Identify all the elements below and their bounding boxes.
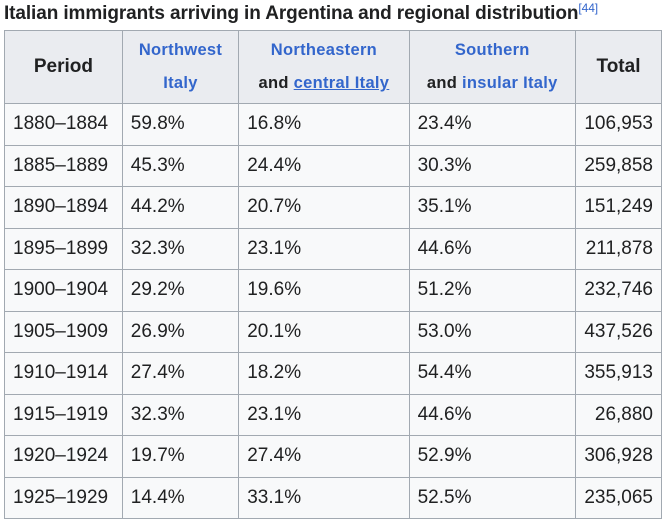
cell-period: 1890–1894 bbox=[4, 186, 123, 229]
cell-period: 1915–1919 bbox=[4, 393, 123, 436]
insular-italy-link[interactable]: insular Italy bbox=[462, 74, 558, 92]
cell-south: 23.4% bbox=[408, 103, 576, 146]
table-row: 1885–1889 45.3% 24.4% 30.3% 259,858 bbox=[4, 144, 662, 187]
cell-south: 35.1% bbox=[408, 186, 576, 229]
table-row: 1895–1899 32.3% 23.1% 44.6% 211,878 bbox=[4, 227, 662, 270]
cell-northeast: 33.1% bbox=[238, 476, 410, 519]
table-row: 1880–1884 59.8% 16.8% 23.4% 106,953 bbox=[4, 103, 662, 146]
cell-total: 211,878 bbox=[574, 227, 662, 270]
cell-period: 1920–1924 bbox=[4, 435, 123, 478]
header-period: Period bbox=[4, 30, 123, 104]
southern-italy-link[interactable]: Southern bbox=[454, 41, 530, 59]
cell-total: 232,746 bbox=[574, 269, 662, 312]
cell-period: 1925–1929 bbox=[4, 476, 123, 519]
header-northwest[interactable]: Northwest Italy bbox=[121, 30, 240, 104]
cell-northeast: 20.1% bbox=[238, 310, 410, 353]
cell-northwest: 26.9% bbox=[121, 310, 240, 353]
cell-south: 44.6% bbox=[408, 227, 576, 270]
northwest-italy-link[interactable]: Northwest bbox=[138, 41, 223, 59]
cell-period: 1880–1884 bbox=[4, 103, 123, 146]
cell-period: 1900–1904 bbox=[4, 269, 123, 312]
cell-south: 54.4% bbox=[408, 352, 576, 395]
cell-period: 1885–1889 bbox=[4, 144, 123, 187]
cell-total: 26,880 bbox=[574, 393, 662, 436]
cell-northeast: 20.7% bbox=[238, 186, 410, 229]
cell-northwest: 59.8% bbox=[121, 103, 240, 146]
cell-total: 355,913 bbox=[574, 352, 662, 395]
northeast-conjunction: and bbox=[258, 74, 294, 92]
cell-northwest: 19.7% bbox=[121, 435, 240, 478]
cell-south: 52.9% bbox=[408, 435, 576, 478]
table-row: 1915–1919 32.3% 23.1% 44.6% 26,880 bbox=[4, 393, 662, 436]
cell-northeast: 27.4% bbox=[238, 435, 410, 478]
header-northeast: Northeastern and central Italy bbox=[238, 30, 410, 104]
cell-northwest: 29.2% bbox=[121, 269, 240, 312]
header-row: Period Northwest Italy Northeastern and … bbox=[4, 30, 662, 104]
cell-total: 259,858 bbox=[574, 144, 662, 187]
cell-northeast: 16.8% bbox=[238, 103, 410, 146]
cell-period: 1910–1914 bbox=[4, 352, 123, 395]
cell-northeast: 23.1% bbox=[238, 227, 410, 270]
table-row: 1925–1929 14.4% 33.1% 52.5% 235,065 bbox=[4, 476, 662, 519]
cell-northwest: 32.3% bbox=[121, 393, 240, 436]
northeastern-italy-link[interactable]: Northeastern bbox=[270, 41, 378, 59]
cell-south: 30.3% bbox=[408, 144, 576, 187]
caption-text: Italian immigrants arriving in Argentina… bbox=[4, 3, 579, 24]
cell-total: 235,065 bbox=[574, 476, 662, 519]
cell-total: 151,249 bbox=[574, 186, 662, 229]
cell-northeast: 24.4% bbox=[238, 144, 410, 187]
table-row: 1905–1909 26.9% 20.1% 53.0% 437,526 bbox=[4, 310, 662, 353]
cell-northeast: 19.6% bbox=[238, 269, 410, 312]
table-row: 1910–1914 27.4% 18.2% 54.4% 355,913 bbox=[4, 352, 662, 395]
cell-south: 53.0% bbox=[408, 310, 576, 353]
cell-period: 1895–1899 bbox=[4, 227, 123, 270]
cell-northwest: 32.3% bbox=[121, 227, 240, 270]
cell-northwest: 45.3% bbox=[121, 144, 240, 187]
immigration-table: Period Northwest Italy Northeastern and … bbox=[4, 30, 662, 519]
cell-total: 106,953 bbox=[574, 103, 662, 146]
cell-south: 52.5% bbox=[408, 476, 576, 519]
cell-period: 1905–1909 bbox=[4, 310, 123, 353]
header-south: Southern and insular Italy bbox=[408, 30, 576, 104]
cell-northwest: 44.2% bbox=[121, 186, 240, 229]
south-conjunction: and bbox=[426, 74, 463, 92]
table-caption: Italian immigrants arriving in Argentina… bbox=[4, 1, 599, 25]
cell-northeast: 18.2% bbox=[238, 352, 410, 395]
northwest-italy-link-line2[interactable]: Italy bbox=[163, 74, 198, 92]
table-row: 1900–1904 29.2% 19.6% 51.2% 232,746 bbox=[4, 269, 662, 312]
cell-total: 306,928 bbox=[574, 435, 662, 478]
cell-south: 44.6% bbox=[408, 393, 576, 436]
cell-total: 437,526 bbox=[574, 310, 662, 353]
header-total: Total bbox=[574, 30, 662, 104]
table-row: 1890–1894 44.2% 20.7% 35.1% 151,249 bbox=[4, 186, 662, 229]
cell-northwest: 14.4% bbox=[121, 476, 240, 519]
reference-link[interactable]: [44] bbox=[578, 1, 599, 15]
central-italy-link[interactable]: central Italy bbox=[293, 74, 390, 92]
cell-northeast: 23.1% bbox=[238, 393, 410, 436]
cell-south: 51.2% bbox=[408, 269, 576, 312]
cell-northwest: 27.4% bbox=[121, 352, 240, 395]
table-row: 1920–1924 19.7% 27.4% 52.9% 306,928 bbox=[4, 435, 662, 478]
